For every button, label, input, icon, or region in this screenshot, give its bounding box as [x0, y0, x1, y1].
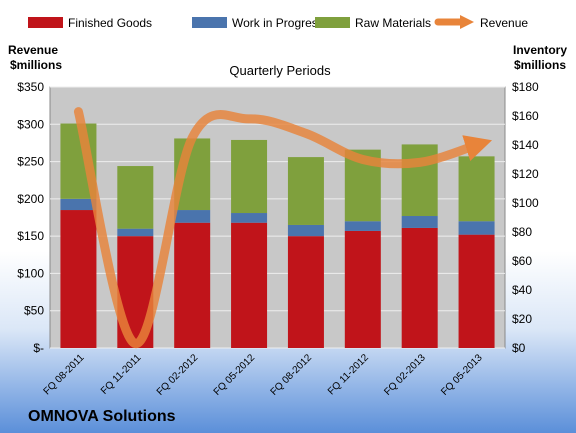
- bar-work-in-progress: [117, 228, 154, 237]
- legend-label: Finished Goods: [68, 16, 152, 30]
- right-axis-tick-label: $60: [512, 254, 532, 268]
- x-axis-tick-label: FQ 08-2012: [269, 352, 315, 398]
- right-axis-tick-label: $40: [512, 283, 532, 297]
- revenue-line-layer: [73, 107, 493, 349]
- legend-swatch: [315, 17, 350, 28]
- bar-finished-goods: [174, 222, 211, 348]
- right-axis-tick-label: $20: [512, 312, 532, 326]
- bar-work-in-progress: [344, 221, 381, 231]
- bar-work-in-progress: [458, 221, 495, 235]
- left-axis-tick-label: $300: [17, 117, 44, 131]
- left-axis-tick-label: $-: [33, 341, 44, 355]
- left-axis-tick-label: $350: [17, 80, 44, 94]
- left-axis-tick-label: $200: [17, 192, 44, 206]
- bar-finished-goods: [60, 210, 97, 348]
- company-name: OMNOVA Solutions: [28, 408, 176, 425]
- bar-raw-materials: [458, 156, 495, 222]
- right-axis-tick-label: $80: [512, 225, 532, 239]
- bar-work-in-progress: [401, 216, 438, 228]
- right-axis-tick-label: $180: [512, 80, 539, 94]
- left-axis-tick-label: $100: [17, 266, 44, 280]
- bar-work-in-progress: [60, 198, 97, 211]
- bar-finished-goods: [231, 222, 268, 348]
- right-axis-tick-label: $0: [512, 341, 526, 355]
- x-axis-tick-label: FQ 02-2013: [382, 352, 428, 398]
- bar-finished-goods: [458, 234, 495, 348]
- right-axis-tick-label: $140: [512, 138, 539, 152]
- revenue-line: [73, 107, 493, 349]
- x-axis-tick-label: FQ 02-2012: [155, 352, 201, 398]
- legend-swatch: [192, 17, 227, 28]
- bar-raw-materials: [117, 166, 154, 229]
- right-axis-ticks: $0 $20 $40 $60 $80 $100 $120 $140 $160 $180: [512, 80, 539, 355]
- bar-series: [60, 123, 495, 348]
- left-axis-title-line2: $millions: [10, 58, 62, 72]
- right-axis-title-line2: $millions: [514, 58, 566, 72]
- left-axis-tick-label: $250: [17, 155, 44, 169]
- right-axis-title-line1: Inventory: [513, 43, 567, 57]
- left-axis-tick-label: $50: [24, 304, 44, 318]
- x-axis-tick-label: FQ 05-2012: [212, 352, 258, 398]
- left-axis-tick-label: $150: [17, 229, 44, 243]
- legend-label: Revenue: [480, 16, 528, 30]
- bar-work-in-progress: [174, 210, 211, 223]
- right-axis-tick-label: $120: [512, 167, 539, 181]
- left-axis-title-line1: Revenue: [8, 43, 58, 57]
- bar-raw-materials: [287, 157, 324, 225]
- chart-title: Quarterly Periods: [229, 63, 331, 78]
- x-axis-tick-label: FQ 08-2011: [42, 352, 87, 397]
- legend-label: Raw Materials: [355, 16, 431, 30]
- left-axis-ticks: $- $50 $100 $150 $200 $250 $300 $350: [17, 80, 44, 355]
- legend-arrow-icon: [460, 15, 474, 29]
- bar-work-in-progress: [231, 213, 268, 223]
- bar-work-in-progress: [287, 224, 324, 237]
- legend-swatch: [28, 17, 63, 28]
- bar-finished-goods: [287, 236, 324, 348]
- x-axis-tick-label: FQ 11-2012: [326, 352, 371, 397]
- x-axis-labels: FQ 08-2011 FQ 11-2011 FQ 02-2012 FQ 05-2012…: [42, 352, 485, 398]
- bar-finished-goods: [344, 230, 381, 348]
- legend-label: Work in Progress: [232, 16, 324, 30]
- bar-finished-goods: [401, 227, 438, 348]
- right-axis-tick-label: $100: [512, 196, 539, 210]
- bar-raw-materials: [231, 139, 268, 214]
- x-axis-tick-label: FQ 11-2011: [99, 352, 144, 397]
- right-axis-tick-label: $160: [512, 109, 539, 123]
- legend: Finished Goods Work in Progress Raw Materi…: [28, 15, 528, 30]
- x-axis-tick-label: FQ 05-2013: [439, 352, 485, 398]
